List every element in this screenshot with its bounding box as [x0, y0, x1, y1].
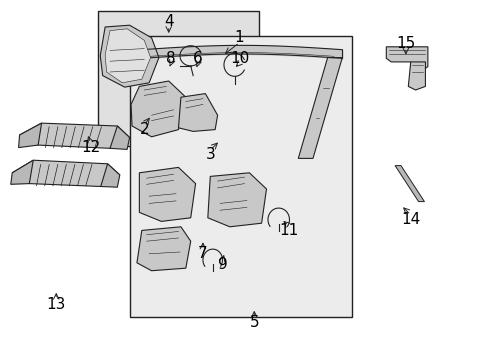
Text: 3: 3: [205, 147, 215, 162]
Polygon shape: [98, 11, 259, 146]
Text: 1: 1: [234, 30, 244, 45]
Text: 6: 6: [193, 51, 203, 66]
Text: 4: 4: [163, 14, 173, 29]
Polygon shape: [407, 62, 425, 90]
Polygon shape: [101, 164, 120, 187]
Polygon shape: [139, 167, 195, 221]
Text: 7: 7: [198, 246, 207, 261]
Text: 2: 2: [139, 122, 149, 137]
Polygon shape: [386, 47, 427, 74]
Polygon shape: [137, 227, 190, 271]
Text: 12: 12: [81, 140, 100, 155]
Polygon shape: [11, 160, 33, 184]
Polygon shape: [131, 81, 185, 137]
Text: 14: 14: [400, 212, 420, 227]
Text: 13: 13: [46, 297, 66, 312]
Text: 5: 5: [249, 315, 259, 330]
Polygon shape: [20, 123, 129, 148]
Polygon shape: [19, 123, 41, 148]
Text: 9: 9: [217, 257, 227, 272]
Polygon shape: [178, 94, 217, 131]
Polygon shape: [394, 166, 424, 202]
Polygon shape: [129, 36, 351, 317]
Polygon shape: [298, 58, 342, 158]
Polygon shape: [105, 29, 150, 83]
Polygon shape: [100, 25, 159, 87]
Polygon shape: [12, 160, 120, 186]
Text: 15: 15: [395, 36, 415, 51]
Text: 11: 11: [278, 223, 298, 238]
Polygon shape: [207, 173, 266, 227]
Polygon shape: [110, 126, 129, 149]
Text: 10: 10: [229, 51, 249, 66]
Text: 8: 8: [166, 51, 176, 66]
